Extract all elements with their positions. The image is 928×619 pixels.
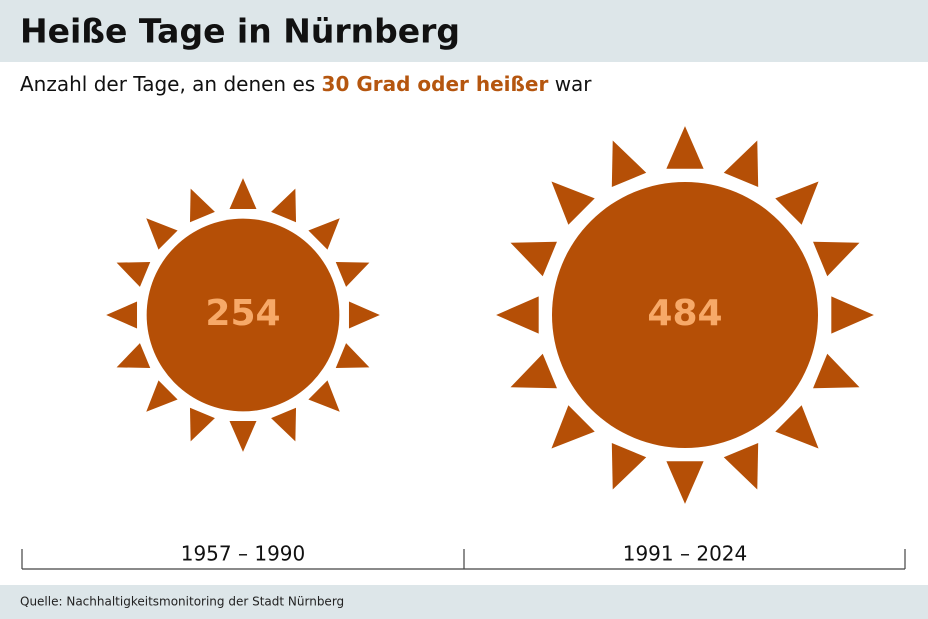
- category-label: 1957 – 1990: [181, 542, 306, 566]
- sun-ray: [335, 343, 370, 369]
- sun-ray: [611, 140, 647, 187]
- sun-ray: [666, 126, 704, 169]
- footer-band: [0, 585, 928, 619]
- subtitle-highlight: 30 Grad oder heißer: [322, 72, 549, 96]
- sun-ray: [116, 343, 151, 369]
- sun-ray: [510, 353, 557, 389]
- sun-ray: [189, 188, 215, 223]
- sun-ray: [116, 261, 151, 287]
- sun-ray: [510, 241, 557, 277]
- source-note: Quelle: Nachhaltigkeitsmonitoring der St…: [20, 595, 344, 609]
- chart-subtitle: Anzahl der Tage, an denen es 30 Grad ode…: [20, 72, 592, 96]
- value-label: 254: [205, 293, 280, 334]
- sun-ray: [335, 261, 370, 287]
- sun-ray: [551, 405, 595, 449]
- sun-ray: [831, 296, 874, 334]
- sun-disc: [146, 218, 340, 412]
- sun-ray: [146, 218, 178, 250]
- sun-ray: [813, 241, 860, 277]
- sun-ray: [723, 140, 759, 187]
- sun-ray: [106, 301, 138, 329]
- sun-ray: [496, 296, 539, 334]
- sun-ray: [271, 407, 297, 442]
- subtitle-text: war: [555, 72, 593, 96]
- sun-ray: [813, 353, 860, 389]
- sun-ray: [271, 188, 297, 223]
- value-label: 484: [647, 293, 722, 334]
- sun-ray: [723, 443, 759, 490]
- subtitle-text: Anzahl der Tage, an denen es: [20, 72, 315, 96]
- sun-ray: [229, 420, 257, 452]
- sun-ray: [146, 380, 178, 412]
- sun-ray: [229, 178, 257, 210]
- chart-title: Heiße Tage in Nürnberg: [20, 12, 460, 51]
- sun-ray: [551, 181, 595, 225]
- sun-ray: [189, 407, 215, 442]
- sun-ray: [775, 181, 819, 225]
- sun-ray: [308, 380, 340, 412]
- sun-ray: [308, 218, 340, 250]
- sun-ray: [775, 405, 819, 449]
- sun-ray: [611, 443, 647, 490]
- sun-disc: [552, 182, 818, 448]
- sun-ray: [348, 301, 380, 329]
- header-band: [0, 0, 928, 62]
- sun-ray: [666, 461, 704, 504]
- category-label: 1991 – 2024: [623, 542, 748, 566]
- period-brackets: [21, 549, 906, 570]
